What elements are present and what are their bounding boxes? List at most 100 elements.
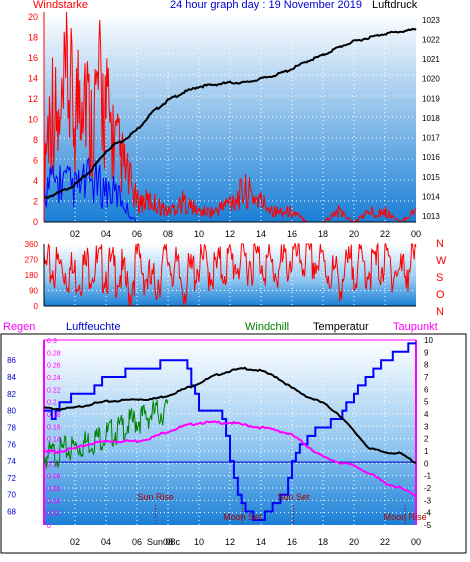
- rain-tick-label: 0.24: [47, 375, 61, 382]
- temperature-tick-label: 2: [424, 435, 429, 444]
- rain-tick-label: 0.16: [47, 424, 61, 431]
- x-tick-label: 08: [163, 229, 173, 239]
- temperature-tick-label: 1: [424, 447, 429, 456]
- compass-label: N: [436, 238, 444, 250]
- compass-label: N: [436, 306, 444, 318]
- wind-tick-label: 14: [28, 74, 38, 84]
- temperature-tick-label: 7: [424, 373, 429, 382]
- humidity-tick-label: 68: [7, 508, 16, 517]
- x-tick-label: 00: [411, 229, 421, 239]
- direction-tick-label: 270: [25, 256, 39, 265]
- wind-tick-label: 12: [28, 94, 38, 104]
- humidity-axis-title: Luftfeuchte: [66, 321, 121, 333]
- x-tick-label: 16: [287, 229, 297, 239]
- event-label: Moon Set: [223, 512, 262, 522]
- rain-tick-label: 0.04: [47, 498, 61, 505]
- x-tick-label: 08: [163, 537, 173, 547]
- page-title: 24 hour graph day : 19 November 2019: [170, 0, 363, 11]
- wind-tick-label: 18: [28, 33, 38, 43]
- x-tick-label: 04: [101, 537, 111, 547]
- wind-tick-label: 8: [33, 135, 38, 145]
- pressure-tick-label: 1016: [422, 153, 440, 162]
- x-tick-label: 02: [70, 537, 80, 547]
- wind-tick-label: 4: [33, 176, 38, 186]
- temperature-title: Temperatur: [313, 321, 369, 333]
- wind-tick-label: 10: [28, 115, 38, 125]
- temperature-tick-label: -1: [424, 472, 432, 481]
- pressure-tick-label: 1017: [422, 134, 440, 143]
- rain-tick-label: 0.18: [47, 412, 61, 419]
- rain-tick-label: 0.2: [47, 400, 57, 407]
- wind-tick-label: 6: [33, 156, 38, 166]
- x-tick-label: 00: [411, 537, 421, 547]
- pressure-tick-label: 1014: [422, 192, 440, 201]
- humidity-tick-label: 80: [7, 407, 16, 416]
- x-tick-label: 18: [318, 229, 328, 239]
- x-tick-label: 20: [349, 537, 359, 547]
- dewpoint-line: [43, 420, 417, 498]
- rain-tick-label: 0.12: [47, 449, 61, 456]
- event-label: Moon Rise: [384, 512, 427, 522]
- temperature-tick-label: 5: [424, 398, 429, 407]
- pressure-line: [43, 27, 417, 199]
- compass-label: O: [436, 289, 445, 301]
- windchill-title: Windchill: [245, 321, 290, 333]
- rain-tick-label: 0.06: [47, 486, 61, 493]
- rain-tick-label: 0.1: [47, 461, 57, 468]
- wind-tick-label: 20: [28, 12, 38, 22]
- humidity-tick-label: 72: [7, 474, 16, 483]
- temperature-tick-label: -5: [424, 521, 432, 530]
- rain-tick-label: 0.22: [47, 387, 61, 394]
- temperature-tick-label: 6: [424, 385, 429, 394]
- x-tick-label: 18: [318, 537, 328, 547]
- dewpoint-title: Taupunkt: [393, 321, 438, 333]
- x-tick-label: 04: [101, 229, 111, 239]
- humidity-tick-label: 70: [7, 491, 16, 500]
- x-tick-label: 10: [194, 537, 204, 547]
- windchill-line: [43, 398, 169, 469]
- rain-tick-label: 0.26: [47, 363, 61, 370]
- direction-tick-label: 360: [25, 240, 39, 249]
- x-tick-label: 10: [194, 229, 204, 239]
- pressure-tick-label: 1018: [422, 114, 440, 123]
- temperature-tick-label: 8: [424, 361, 429, 370]
- wind-axis-title: Windstarke: [33, 0, 89, 11]
- compass-label: W: [436, 255, 447, 267]
- rain-tick-label: 0.02: [47, 511, 61, 518]
- rain-tick-label: 0: [47, 523, 51, 530]
- wind-tick-label: 2: [33, 197, 38, 207]
- x-tick-label: 12: [225, 229, 235, 239]
- pressure-tick-label: 1019: [422, 94, 440, 103]
- pressure-axis-title: Luftdruck: [372, 0, 418, 11]
- x-tick-label: 22: [380, 229, 390, 239]
- compass-label: S: [436, 272, 443, 284]
- wind-direction-line: [43, 242, 417, 307]
- rain-axis-title: Regen: [3, 321, 36, 333]
- x-tick-label: 06: [132, 537, 142, 547]
- temperature-tick-label: 0: [424, 459, 429, 468]
- x-tick-label: 14: [256, 537, 266, 547]
- temperature-tick-label: 4: [424, 410, 429, 419]
- rain-tick-label: 0.14: [47, 437, 61, 444]
- x-tick-label: 06: [132, 229, 142, 239]
- rain-tick-label: 0.28: [47, 350, 61, 357]
- pressure-tick-label: 1015: [422, 173, 440, 182]
- wind-tick-label: 0: [33, 217, 38, 227]
- humidity-line: [44, 342, 416, 521]
- humidity-tick-label: 82: [7, 390, 16, 399]
- humidity-tick-label: 76: [7, 440, 16, 449]
- humidity-tick-label: 84: [7, 373, 16, 382]
- x-tick-label: 02: [70, 229, 80, 239]
- x-tick-label: 22: [380, 537, 390, 547]
- event-label: Sun Rise: [137, 492, 174, 502]
- humidity-tick-label: 74: [7, 457, 16, 466]
- rain-tick-label: 0.3: [47, 338, 57, 345]
- direction-tick-label: 90: [29, 287, 38, 296]
- sunrise-bottom-label: Sun 08c: [147, 537, 181, 547]
- x-tick-label: 20: [349, 229, 359, 239]
- rain-tick-label: 0.08: [47, 474, 61, 481]
- pressure-tick-label: 1020: [422, 75, 440, 84]
